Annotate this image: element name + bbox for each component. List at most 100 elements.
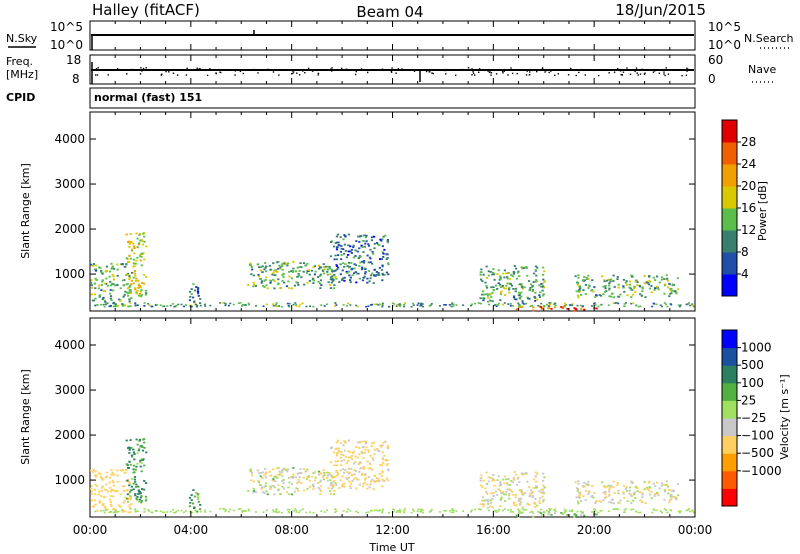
echo-cell — [608, 494, 611, 497]
echo-cell — [534, 475, 537, 477]
echo-cell — [129, 508, 132, 510]
echo-cell — [273, 475, 276, 478]
echo-cell — [346, 305, 348, 307]
echo-cell — [496, 288, 499, 290]
nave-dot — [622, 71, 625, 73]
echo-cell — [587, 490, 590, 493]
echo-cell — [127, 305, 130, 308]
echo-cell — [669, 499, 672, 501]
echo-cell — [126, 273, 129, 276]
echo-cell — [136, 256, 139, 259]
nave-dot — [487, 70, 489, 72]
echo-cell — [489, 299, 492, 302]
echo-cell — [136, 304, 139, 307]
echo-cell — [269, 487, 272, 490]
echo-cell — [638, 490, 641, 493]
echo-cell — [566, 514, 569, 516]
echo-cell — [189, 510, 192, 513]
echo-cell — [337, 472, 340, 475]
echo-cell — [403, 510, 406, 512]
nave-dot — [381, 68, 384, 70]
nave-dot — [177, 74, 179, 76]
echo-cell — [598, 294, 601, 296]
echo-cell — [134, 303, 137, 305]
echo-cell — [334, 460, 337, 463]
echo-cell — [608, 284, 611, 287]
echo-cell — [261, 471, 264, 474]
echo-cell — [629, 493, 632, 496]
echo-cell — [307, 476, 310, 478]
echo-cell — [604, 287, 607, 290]
echo-cell — [277, 473, 280, 476]
echo-cell — [377, 480, 380, 482]
echo-cell — [343, 482, 346, 485]
echo-cell — [594, 304, 597, 306]
echo-cell — [275, 510, 277, 513]
power-echoes — [90, 232, 695, 312]
echo-cell — [506, 482, 509, 484]
echo-cell — [369, 261, 372, 263]
echo-cell — [322, 472, 326, 474]
echo-cell — [354, 470, 358, 473]
echo-cell — [330, 487, 333, 490]
velocity-echoes — [90, 438, 695, 518]
echo-cell — [142, 232, 145, 235]
nave-dot — [291, 70, 294, 72]
echo-cell — [353, 267, 356, 270]
echo-cell — [365, 305, 368, 308]
echo-cell — [143, 508, 146, 510]
echo-cell — [140, 470, 143, 473]
echo-cell — [486, 492, 489, 495]
echo-cell — [587, 284, 590, 287]
echo-cell — [542, 479, 545, 482]
echo-cell — [108, 476, 112, 479]
echo-cell — [346, 478, 349, 480]
echo-cell — [175, 510, 178, 513]
echo-cell — [110, 267, 113, 270]
echo-cell — [526, 480, 529, 483]
echo-cell — [534, 506, 537, 508]
echo-cell — [136, 498, 139, 501]
nave-dot — [462, 68, 464, 71]
nave-dot — [629, 73, 632, 75]
echo-cell — [93, 293, 97, 296]
echo-cell — [126, 493, 129, 496]
echo-cell — [397, 510, 399, 513]
echo-cell — [536, 472, 539, 475]
echo-cell — [367, 243, 370, 245]
echo-cell — [196, 304, 199, 307]
echo-cell — [298, 305, 301, 308]
echo-cell — [334, 242, 337, 244]
echo-cell — [323, 268, 326, 271]
echo-cell — [656, 275, 659, 278]
echo-cell — [628, 283, 632, 286]
echo-cell — [282, 482, 285, 484]
echo-cell — [503, 482, 506, 485]
echo-cell — [108, 270, 112, 273]
echo-cell — [91, 492, 94, 495]
echo-cell — [129, 463, 132, 466]
echo-cell — [539, 497, 542, 500]
echo-cell — [342, 304, 345, 306]
echo-cell — [331, 278, 334, 281]
echo-cell — [622, 492, 625, 495]
echo-cell — [385, 258, 388, 260]
echo-cell — [332, 485, 335, 488]
echo-cell — [593, 492, 596, 494]
echo-cell — [276, 305, 279, 308]
nsky-panel: 10^5 10^0 10^5 10^0 N.Sky N.Search — [6, 20, 794, 52]
echo-cell — [301, 508, 304, 510]
echo-cell — [628, 280, 632, 283]
echo-cell — [125, 439, 128, 442]
echo-cell — [517, 291, 521, 294]
echo-cell — [308, 280, 311, 282]
echo-cell — [669, 289, 672, 292]
echo-cell — [388, 306, 390, 308]
echo-cell — [535, 279, 538, 281]
echo-cell — [579, 287, 582, 290]
echo-cell — [382, 252, 385, 255]
echo-cell — [355, 304, 358, 307]
echo-cell — [381, 265, 384, 268]
echo-cell — [610, 278, 613, 281]
x-tick-label: 16:00 — [476, 523, 511, 537]
